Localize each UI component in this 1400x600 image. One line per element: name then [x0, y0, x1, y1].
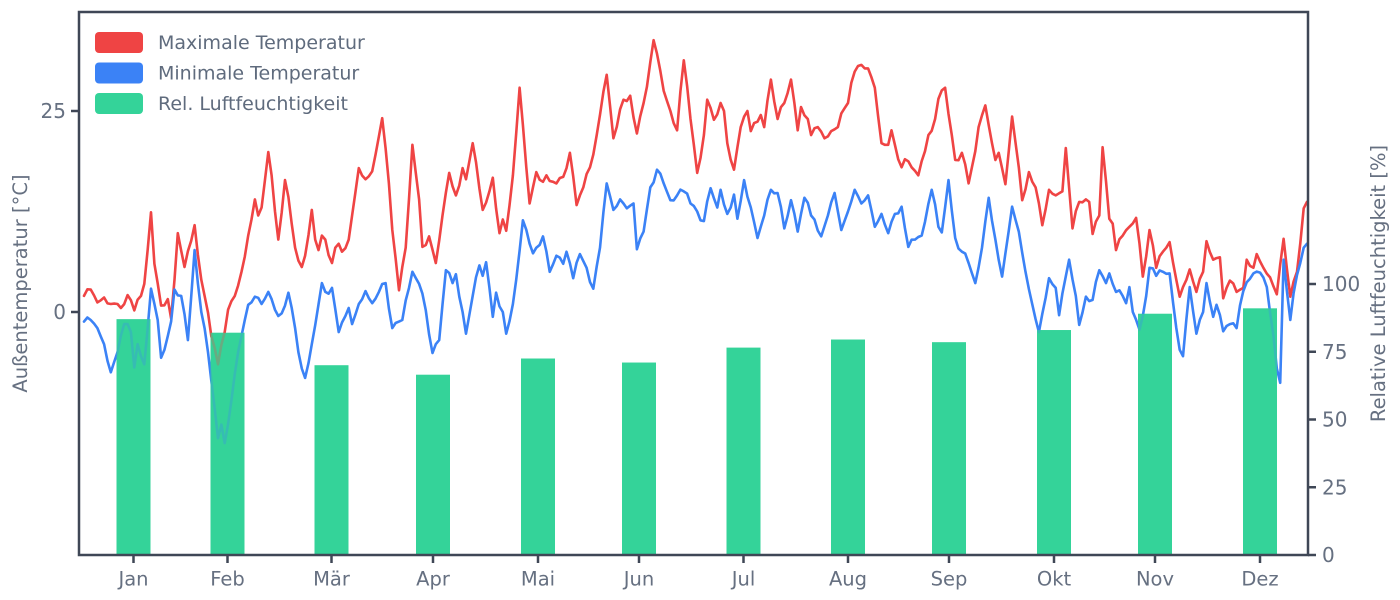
humidity-bar-overlay — [831, 339, 865, 555]
humidity-bar-overlay — [210, 332, 245, 555]
legend-label-humidity: Rel. Luftfeuchtigkeit — [158, 93, 348, 115]
humidity-bars — [116, 308, 1277, 555]
right-tick-label: 50 — [1322, 408, 1347, 432]
right-tick-label: 0 — [1322, 543, 1335, 567]
legend-swatch-max-temp — [95, 32, 143, 53]
month-label: Nov — [1136, 568, 1174, 591]
tick-marks — [71, 109, 1316, 563]
humidity-bar-overlay — [622, 362, 656, 555]
legend-swatch-humidity — [95, 93, 143, 114]
min-temp-polyline — [82, 168, 1309, 445]
humidity-bar-overlay — [1037, 330, 1071, 555]
month-label: Sep — [931, 568, 968, 591]
left-tick-label: 25 — [41, 99, 66, 123]
month-label: Dez — [1241, 568, 1278, 591]
legend-swatch-min-temp — [95, 62, 143, 84]
humidity-bar-overlay — [314, 365, 349, 555]
min-temp-line — [82, 168, 1309, 445]
humidity-bar-overlay — [116, 319, 151, 555]
month-label: Aug — [829, 568, 867, 591]
left-tick-label: 0 — [53, 300, 66, 324]
month-label: Okt — [1037, 568, 1072, 591]
humidity-bar-overlay — [521, 358, 555, 555]
right-axis-label: Relative Luftfeuchtigkeit [%] — [1367, 145, 1390, 422]
humidity-bar-overlay — [1243, 308, 1277, 555]
month-label: Jul — [730, 568, 756, 591]
month-label: Jan — [116, 568, 148, 591]
legend: Maximale Temperatur Minimale Temperatur … — [95, 32, 365, 115]
legend-label-min-temp: Minimale Temperatur — [158, 63, 359, 85]
humidity-bar-overlay — [416, 374, 450, 555]
max-temp-polyline — [82, 38, 1309, 366]
month-label: Mär — [313, 568, 351, 591]
tick-labels: 0 25 0 25 50 75 100 Jan Feb Mär Apr Mai Jun Jul Aug Sep… — [41, 99, 1361, 591]
humidity-bar-overlay — [1138, 313, 1172, 555]
month-label: Mai — [521, 568, 555, 591]
right-tick-label: 100 — [1322, 272, 1360, 296]
right-tick-label: 25 — [1322, 475, 1347, 499]
humidity-bar-overlay — [726, 347, 761, 555]
legend-label-max-temp: Maximale Temperatur — [158, 32, 365, 54]
right-tick-label: 75 — [1322, 340, 1347, 364]
left-axis-label: Außentemperatur [°C] — [9, 174, 32, 392]
humidity-bar-overlay — [932, 342, 966, 555]
month-label: Feb — [210, 568, 245, 591]
humidity-bars-overlay — [116, 308, 1277, 555]
month-label: Jun — [622, 568, 654, 591]
max-temp-line — [82, 38, 1309, 366]
axis-labels: Außentemperatur [°C] Relative Luftfeucht… — [9, 145, 1390, 422]
month-label: Apr — [416, 568, 451, 591]
